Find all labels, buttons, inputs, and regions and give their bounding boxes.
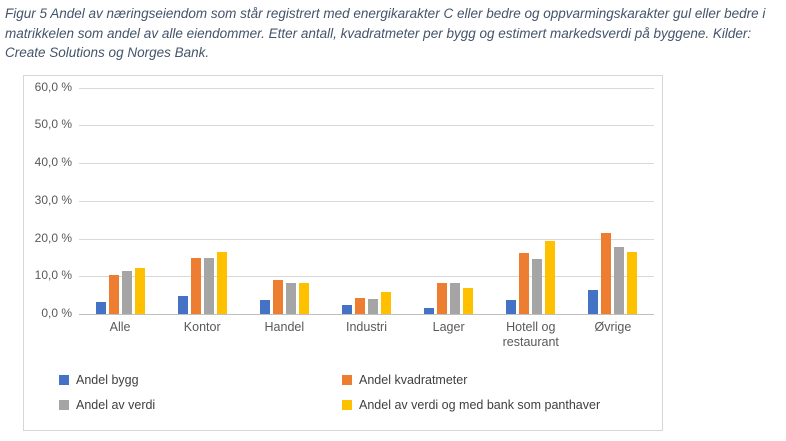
- legend-swatch-andel-kvadratmeter: [342, 375, 352, 385]
- legend-swatch-andel-av-verdi: [59, 400, 69, 410]
- gridline: [79, 87, 654, 89]
- legend-item-andel-av-verdi: Andel av verdi: [59, 398, 342, 412]
- legend-item-andel-av-verdi-bank: Andel av verdi og med bank som panthaver: [342, 398, 652, 412]
- bar: [134, 267, 145, 314]
- y-tick-label: 0,0 %: [41, 306, 72, 320]
- chart-container: 0,0 % 10,0 % 20,0 % 30,0 % 40,0 % 50,0 % 60,0 …: [23, 75, 663, 431]
- bar: [614, 247, 625, 314]
- chart-legend: Andel bygg Andel kvadratmeter Andel av v…: [59, 373, 652, 412]
- bar: [108, 274, 119, 314]
- bar-group: [79, 76, 161, 314]
- legend-label: Andel av verdi: [76, 398, 156, 412]
- plot-area: 0,0 % 10,0 % 20,0 % 30,0 % 40,0 % 50,0 % 60,0 …: [24, 76, 662, 430]
- bar-group: [572, 76, 654, 314]
- bar: [285, 282, 296, 314]
- bar: [601, 233, 612, 314]
- bar: [532, 259, 543, 314]
- x-category-label: Alle: [109, 320, 131, 334]
- bar: [437, 283, 448, 314]
- bar-group: [490, 76, 572, 314]
- bar: [588, 289, 599, 314]
- bar: [190, 257, 201, 314]
- y-tick-label: 20,0 %: [34, 230, 72, 245]
- bar: [450, 282, 461, 314]
- bar: [298, 283, 309, 314]
- legend-item-andel-bygg: Andel bygg: [59, 373, 342, 387]
- bar: [259, 300, 270, 314]
- x-category-label: Hotell og restaurant: [502, 320, 559, 349]
- bar: [121, 270, 132, 314]
- x-category-label: Lager: [432, 320, 465, 334]
- y-tick-label: 10,0 %: [34, 268, 72, 283]
- bar: [463, 287, 474, 314]
- bar: [216, 251, 227, 314]
- bar-group: [161, 76, 243, 314]
- legend-item-andel-kvadratmeter: Andel kvadratmeter: [342, 373, 652, 387]
- bar: [380, 292, 391, 314]
- legend-swatch-andel-av-verdi-bank: [342, 400, 352, 410]
- bar: [272, 280, 283, 314]
- bar: [545, 241, 556, 314]
- bar-group: [325, 76, 407, 314]
- x-axis-line: [79, 314, 654, 315]
- x-category-label: Industri: [345, 320, 387, 334]
- x-axis-labels: Alle Kontor Handel Industri Lager Hotell og r…: [79, 320, 654, 350]
- bar-group: [408, 76, 490, 314]
- bar: [354, 298, 365, 314]
- gridline: [79, 163, 654, 164]
- gridline: [79, 276, 654, 278]
- x-category-label: Kontor: [183, 320, 221, 334]
- bar-group: [243, 76, 325, 314]
- x-category-label: Handel: [264, 320, 305, 334]
- gridline: [79, 125, 654, 127]
- legend-label: Andel av verdi og med bank som panthaver: [359, 398, 601, 412]
- bar: [341, 304, 352, 314]
- figure-caption: Figur 5 Andel av næringseiendom som står…: [5, 6, 766, 61]
- legend-label: Andel kvadratmeter: [359, 373, 468, 387]
- bar: [203, 257, 214, 314]
- bar: [177, 295, 188, 314]
- y-tick-label: 60,0 %: [34, 79, 72, 94]
- gridline: [79, 200, 654, 202]
- x-category-label: Øvrige: [594, 320, 632, 334]
- bar: [95, 301, 106, 314]
- gridline: [79, 238, 654, 240]
- y-tick-label: 30,0 %: [34, 192, 72, 207]
- bar: [424, 307, 435, 314]
- y-tick-label: 50,0 %: [34, 117, 72, 132]
- bars-layer: [79, 76, 654, 314]
- bar: [367, 298, 378, 314]
- bar: [519, 253, 530, 314]
- legend-swatch-andel-bygg: [59, 375, 69, 385]
- legend-label: Andel bygg: [76, 373, 139, 387]
- bar: [506, 300, 517, 314]
- y-tick-label: 40,0 %: [34, 155, 72, 169]
- bar: [627, 252, 638, 314]
